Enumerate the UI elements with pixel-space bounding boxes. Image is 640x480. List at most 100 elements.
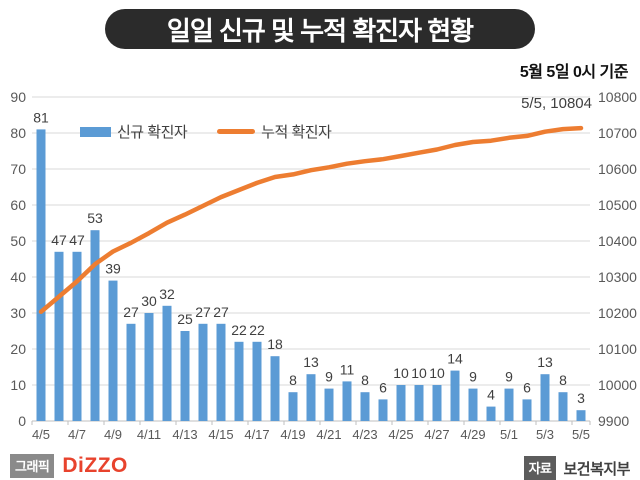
x-axis-tick-label: 4/23 (352, 427, 377, 442)
bar-daily-new-cases (486, 406, 496, 421)
as-of-date-label: 5월 5일 0시 기준 (519, 64, 629, 81)
bar-daily-new-cases (342, 381, 352, 421)
bar-daily-new-cases (306, 374, 316, 421)
left-axis-tick-label: 30 (10, 305, 26, 321)
bar-daily-new-cases (378, 399, 388, 421)
x-axis-tick-label: 4/7 (68, 427, 86, 442)
bar-value-label: 14 (447, 351, 463, 367)
bar-value-label: 47 (69, 232, 85, 248)
bar-daily-new-cases (162, 305, 172, 421)
dizzo-logo: DiZZO (62, 454, 128, 477)
page-title-text: 일일 신규 및 누적 확진자 현황 (166, 15, 474, 46)
left-axis-tick-label: 90 (10, 89, 26, 105)
bar-daily-new-cases (144, 313, 154, 421)
right-axis-tick-label: 10200 (598, 305, 637, 321)
bar-daily-new-cases (72, 251, 82, 421)
bar-daily-new-cases (468, 388, 478, 421)
x-axis-tick-label: 4/17 (244, 427, 269, 442)
line-series-swatch (217, 129, 256, 134)
bar-value-label: 10 (393, 365, 409, 381)
right-axis-tick-label: 10400 (598, 233, 637, 249)
bar-value-label: 27 (213, 304, 229, 320)
x-axis-tick-label: 4/5 (32, 427, 50, 442)
bar-daily-new-cases (36, 129, 46, 421)
last-point-annotation: 5/5, 10804 (521, 95, 592, 112)
x-axis-tick-label: 4/11 (137, 427, 161, 442)
x-axis-tick-label: 5/1 (500, 427, 518, 442)
bar-daily-new-cases (414, 385, 424, 421)
bar-value-label: 3 (577, 390, 585, 406)
right-axis-tick-label: 9900 (598, 413, 629, 429)
bar-value-label: 25 (177, 311, 193, 327)
left-axis-tick-label: 80 (10, 125, 26, 141)
bar-daily-new-cases (54, 251, 64, 421)
legend-item-cumulative-cases: 누적 확진자 (217, 121, 332, 142)
left-axis-tick-label: 40 (10, 269, 26, 285)
left-axis-tick-label: 70 (10, 161, 26, 177)
bar-daily-new-cases (450, 370, 460, 421)
bar-daily-new-cases (270, 356, 280, 421)
x-axis-tick-label: 4/19 (280, 427, 305, 442)
bar-daily-new-cases (180, 331, 190, 421)
bar-value-label: 13 (537, 354, 553, 370)
bar-value-label: 8 (289, 372, 297, 388)
bar-value-label: 9 (505, 369, 513, 385)
bar-daily-new-cases (108, 280, 118, 421)
x-axis-tick-label: 4/27 (424, 427, 449, 442)
bar-value-label: 22 (249, 322, 265, 338)
bar-daily-new-cases (90, 230, 100, 421)
bar-value-label: 6 (523, 379, 531, 395)
left-axis-tick-label: 50 (10, 233, 26, 249)
x-axis-tick-label: 4/9 (104, 427, 122, 442)
bar-value-label: 81 (33, 109, 49, 125)
bar-value-label: 47 (51, 232, 67, 248)
x-axis-tick-label: 4/21 (316, 427, 341, 442)
footer-credit-graphic: 그래픽 DiZZO (10, 454, 128, 478)
left-axis-tick-label: 60 (10, 197, 26, 213)
bar-daily-new-cases (252, 341, 262, 421)
bar-value-label: 11 (340, 361, 355, 377)
bar-value-label: 8 (361, 372, 369, 388)
right-axis-tick-label: 10000 (598, 377, 637, 393)
bar-value-label: 10 (429, 365, 445, 381)
legend-label-cumulative-cases: 누적 확진자 (261, 124, 332, 141)
bar-daily-new-cases (432, 385, 442, 421)
bar-value-label: 30 (141, 293, 157, 309)
bar-daily-new-cases (558, 392, 568, 421)
bar-value-label: 4 (487, 387, 495, 403)
source-name: 보건복지부 (563, 460, 630, 478)
x-axis-tick-label: 4/13 (172, 427, 197, 442)
bar-value-label: 27 (195, 304, 211, 320)
bar-value-label: 22 (231, 322, 247, 338)
right-axis-tick-label: 10500 (598, 197, 637, 213)
bar-series-swatch (80, 126, 111, 137)
right-axis-tick-label: 10300 (598, 269, 637, 285)
source-badge: 자료 (523, 456, 557, 480)
bar-daily-new-cases (576, 410, 586, 421)
chart-legend: 신규 확진자 누적 확진자 (80, 121, 332, 142)
bar-value-label: 13 (303, 354, 319, 370)
legend-item-new-cases: 신규 확진자 (80, 121, 188, 142)
graphic-badge: 그래픽 (10, 454, 55, 478)
bar-value-label: 27 (123, 304, 139, 320)
bar-value-label: 6 (379, 379, 387, 395)
bar-value-label: 9 (325, 369, 333, 385)
bar-daily-new-cases (540, 374, 550, 421)
bar-daily-new-cases (324, 388, 334, 421)
right-axis-tick-label: 10700 (598, 125, 637, 141)
left-axis-tick-label: 10 (10, 377, 26, 393)
bar-daily-new-cases (198, 323, 208, 421)
left-axis-tick-label: 20 (10, 341, 26, 357)
left-axis-tick-label: 0 (18, 413, 26, 429)
x-axis-tick-label: 4/15 (208, 427, 233, 442)
x-axis-tick-label: 4/25 (388, 427, 413, 442)
page-title: 일일 신규 및 누적 확진자 현황 (105, 9, 535, 49)
right-axis-tick-label: 10600 (598, 161, 637, 177)
bar-daily-new-cases (396, 385, 406, 421)
line-cumulative-cases (38, 125, 584, 315)
bar-daily-new-cases (288, 392, 298, 421)
x-axis-tick-label: 5/5 (572, 427, 590, 442)
bar-daily-new-cases (360, 392, 370, 421)
bar-daily-new-cases (216, 323, 226, 421)
bar-value-label: 18 (267, 336, 283, 352)
